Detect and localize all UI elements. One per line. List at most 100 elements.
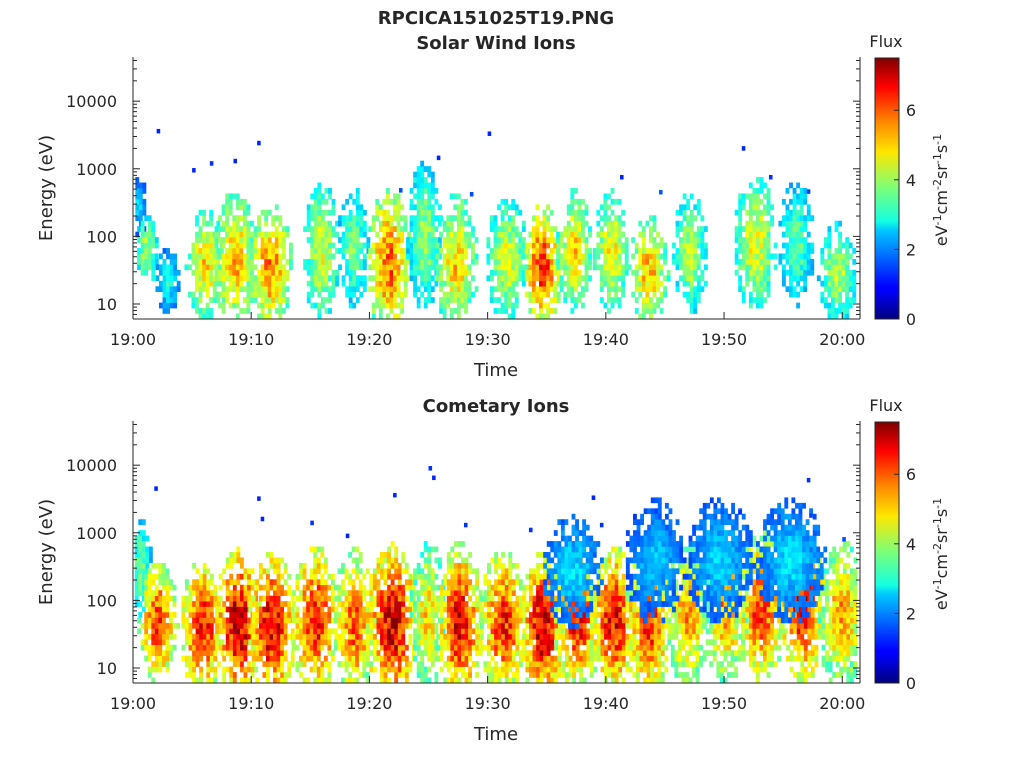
- flux-cell: [766, 264, 771, 271]
- flux-cell: [689, 226, 694, 232]
- flux-cell: [446, 633, 451, 640]
- flux-cell: [295, 644, 300, 651]
- flux-cell: [306, 650, 311, 657]
- flux-cell: [679, 220, 683, 227]
- flux-cell: [559, 237, 564, 243]
- flux-cell: [144, 601, 149, 607]
- flux-cell: [420, 215, 425, 222]
- flux-cell: [427, 198, 432, 205]
- flux-cell: [592, 248, 597, 254]
- flux-cell: [652, 258, 657, 265]
- flux-cell: [460, 280, 465, 287]
- flux-cell: [656, 253, 660, 260]
- flux-cell: [559, 286, 564, 293]
- flux-cell: [494, 552, 498, 558]
- flux-cell: [348, 275, 353, 282]
- panel-solar-wind: Solar Wind Ions 19:00 19:10 19:20 19:30 19:4…: [36, 32, 951, 381]
- flux-cell: [225, 226, 230, 232]
- flux-cell: [187, 264, 192, 271]
- flux-cell: [375, 258, 380, 265]
- flux-cell: [449, 308, 454, 314]
- flux-cell: [430, 248, 435, 254]
- flux-cell: [169, 275, 174, 282]
- flux-cell: [535, 286, 540, 293]
- flux-cell: [213, 672, 218, 678]
- flux-cell: [656, 286, 660, 293]
- flux-cell: [185, 601, 189, 607]
- flux-cell: [539, 552, 544, 558]
- flux-cell: [457, 628, 462, 635]
- flux-cell: [504, 269, 509, 276]
- flux-cell: [148, 557, 153, 564]
- flux-cell: [176, 280, 181, 287]
- flux-cell: [679, 226, 683, 232]
- flux-cell: [549, 264, 554, 271]
- flux-cell: [573, 280, 578, 287]
- flux-cell: [827, 313, 832, 320]
- flux-cell: [394, 633, 399, 640]
- flux-cell: [500, 264, 505, 271]
- flux-cell: [759, 209, 764, 216]
- flux-cell: [302, 650, 307, 657]
- flux-cell: [213, 601, 218, 607]
- flux-cell: [423, 237, 428, 243]
- flux-cell: [518, 264, 523, 271]
- flux-cell: [806, 264, 811, 271]
- flux-cell: [434, 639, 439, 646]
- flux-cell: [603, 231, 608, 238]
- flux-cell: [413, 177, 418, 183]
- flux-cell: [235, 286, 240, 293]
- flux-cell: [529, 672, 533, 678]
- flux-cell: [557, 672, 562, 678]
- flux-cell: [250, 579, 255, 586]
- flux-cell: [341, 275, 346, 282]
- flux-cell: [427, 204, 432, 211]
- flux-cell: [362, 595, 367, 602]
- flux-cell: [456, 242, 461, 249]
- flux-cell: [553, 248, 558, 254]
- flux-cell: [404, 568, 409, 575]
- flux-cell: [209, 220, 214, 227]
- flux-cell: [763, 237, 767, 243]
- flux-cell: [387, 590, 391, 596]
- flux-cell: [213, 590, 218, 596]
- flux-cell: [416, 612, 421, 618]
- flux-cell: [387, 606, 391, 613]
- flux-cell: [317, 242, 322, 249]
- flux-cell: [191, 258, 196, 265]
- flux-cell: [439, 269, 444, 276]
- flux-cell: [416, 242, 421, 249]
- flux-cell: [239, 590, 244, 596]
- flux-cell: [416, 606, 421, 613]
- flux-cell: [355, 661, 360, 667]
- flux-cell: [214, 275, 219, 282]
- flux-cell: [659, 237, 664, 243]
- flux-cell: [134, 552, 139, 558]
- flux-cell: [269, 628, 274, 635]
- flux-cell: [652, 226, 657, 232]
- flux-cell: [522, 639, 527, 646]
- flux-cell: [222, 579, 227, 586]
- flux-cell: [142, 209, 147, 216]
- flux-cell: [831, 258, 835, 265]
- flux-cell: [434, 677, 439, 684]
- flux-cell: [313, 590, 318, 596]
- flux-cell: [763, 226, 767, 232]
- flux-cell: [486, 237, 491, 243]
- flux-cell: [323, 639, 328, 646]
- flux-cell: [546, 666, 551, 673]
- flux-cell: [745, 258, 750, 265]
- flux-cell: [165, 606, 170, 613]
- flux-cell: [693, 248, 698, 254]
- flux-cell: [645, 258, 650, 265]
- flux-cell: [446, 601, 451, 607]
- flux-cell: [165, 644, 170, 651]
- flux-cell: [257, 231, 261, 238]
- flux-cell: [229, 677, 234, 684]
- flux-cell: [313, 215, 318, 222]
- flux-cell: [246, 297, 251, 303]
- flux-cell: [380, 666, 384, 673]
- flux-cell: [449, 231, 454, 238]
- flux-cell: [390, 666, 395, 673]
- flux-cell: [536, 672, 540, 678]
